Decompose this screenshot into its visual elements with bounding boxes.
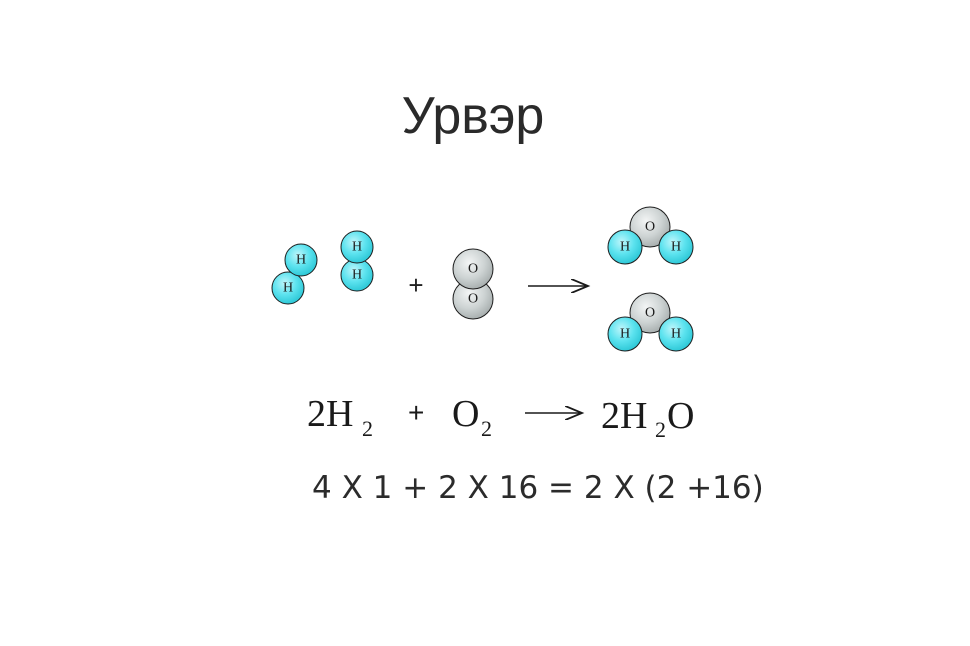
atom-label: O: [468, 292, 478, 307]
atom-label: H: [671, 327, 681, 342]
atom-label: O: [645, 220, 655, 235]
atom-label: H: [352, 240, 362, 255]
oxygen-atom: [629, 206, 671, 248]
slide-title: Урвэр: [401, 87, 545, 145]
atom-label: H: [296, 253, 306, 268]
o2-subscript: 2: [481, 416, 492, 441]
hydrogen-atom: [607, 316, 643, 352]
hydrogen-atom: [607, 229, 643, 265]
hydrogen-atom: [340, 230, 374, 264]
o2-symbol: O: [452, 393, 479, 435]
atom-label: O: [645, 306, 655, 321]
atom-label: H: [283, 281, 293, 296]
chemical-equation: 2H 2 + O 2 2H 2 O: [307, 393, 694, 442]
atom-label: H: [620, 240, 630, 255]
atom-label: H: [352, 268, 362, 283]
hydrogen-atom: [658, 316, 694, 352]
hydrogen-atom: [658, 229, 694, 265]
h2-coefficient: 2H: [307, 393, 353, 435]
atom-label: H: [620, 327, 630, 342]
product-oxygen: O: [667, 395, 694, 437]
product-subscript: 2: [655, 417, 666, 442]
hydrogen-atom: [271, 271, 305, 305]
oxygen-atom: [452, 248, 494, 290]
oxygen-atom: [629, 292, 671, 334]
h2-molecule-1: H H: [271, 243, 318, 305]
atom-label: O: [468, 262, 478, 277]
equation-plus: +: [408, 397, 424, 428]
plus-sign: +: [408, 270, 423, 300]
atom-label: H: [671, 240, 681, 255]
hydrogen-atom: [284, 243, 318, 277]
product-coefficient: 2H: [601, 395, 647, 437]
o2-molecule: O O: [452, 248, 494, 320]
mass-equation: 4 X 1 + 2 X 16 = 2 X (2 +16): [312, 470, 764, 506]
h2o-molecule-2: O H H: [607, 292, 694, 352]
h2-subscript: 2: [362, 416, 373, 441]
h2-molecule-2: H H: [340, 230, 374, 292]
h2o-molecule-1: O H H: [607, 206, 694, 265]
